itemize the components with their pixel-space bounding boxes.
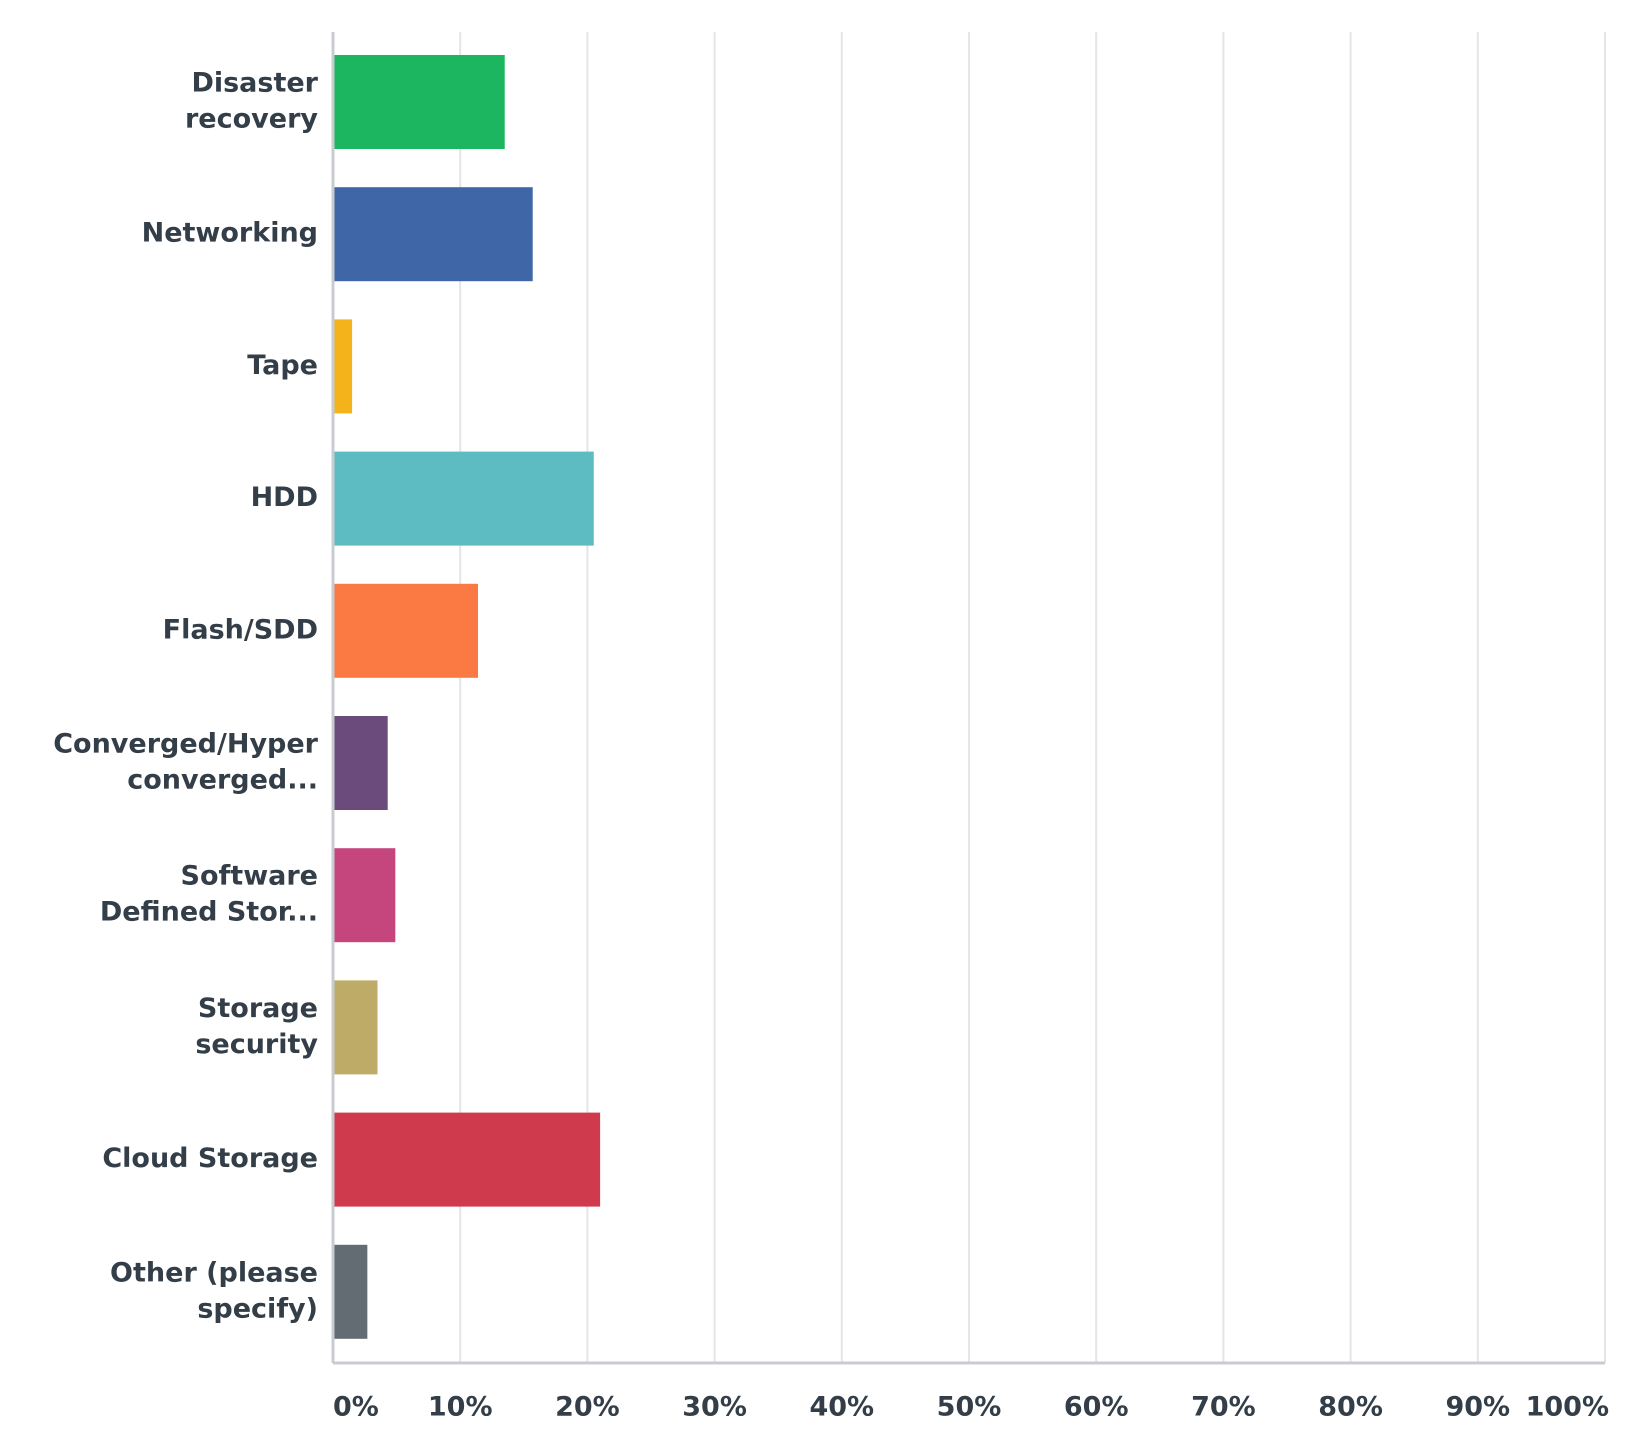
- category-label-line: recovery: [185, 104, 318, 135]
- bar-0[interactable]: [333, 55, 505, 149]
- gridlines: [459, 32, 1606, 1363]
- category-label-5: Converged/Hyper converged...: [53, 729, 318, 796]
- bar-7[interactable]: [333, 980, 378, 1075]
- category-label-line: Networking: [142, 218, 318, 249]
- category-label-line: Flash/SDD: [163, 614, 318, 645]
- category-label-6: Software Defined Stor...: [100, 861, 318, 928]
- x-tick-label-4: 40%: [809, 1392, 874, 1423]
- category-label-line: HDD: [251, 482, 318, 513]
- axes: [331, 32, 1605, 1365]
- category-label-line: Tape: [247, 350, 318, 381]
- bar-2[interactable]: [333, 319, 353, 414]
- category-label-9: Other (please specify): [110, 1257, 318, 1324]
- bars: [333, 55, 601, 1339]
- category-label-line: Cloud Storage: [102, 1143, 318, 1174]
- category-label-7: Storage security: [195, 993, 318, 1060]
- category-label-line: Software: [181, 861, 318, 892]
- category-label-3: HDD: [251, 482, 318, 513]
- category-label-line: security: [195, 1029, 318, 1060]
- category-labels: Disaster recovery Networking Tape HDD Flash/S…: [53, 68, 318, 1325]
- category-label-0: Disaster recovery: [185, 68, 319, 135]
- x-tick-label-5: 50%: [937, 1392, 1002, 1423]
- x-tick-label-9: 90%: [1445, 1392, 1510, 1423]
- category-label-line: Disaster: [191, 68, 318, 99]
- x-tick-label-3: 30%: [682, 1392, 747, 1423]
- category-label-line: Defined Stor...: [100, 897, 318, 928]
- category-label-line: converged...: [127, 765, 318, 796]
- bar-3[interactable]: [333, 451, 594, 546]
- x-tick-label-2: 20%: [555, 1392, 620, 1423]
- bar-4[interactable]: [333, 583, 479, 678]
- x-tick-label-7: 70%: [1191, 1392, 1256, 1423]
- x-tick-label-1: 10%: [428, 1392, 493, 1423]
- x-tick-label-8: 80%: [1318, 1392, 1383, 1423]
- x-tick-labels: 0% 10% 20% 30% 40% 50% 60% 70% 80% 90% 100%: [333, 1392, 1609, 1423]
- category-label-line: specify): [197, 1293, 318, 1324]
- bar-5[interactable]: [333, 716, 388, 810]
- x-tick-label-10: 100%: [1526, 1392, 1609, 1423]
- x-tick-label-0: 0%: [333, 1392, 379, 1423]
- category-label-2: Tape: [247, 350, 318, 381]
- category-label-4: Flash/SDD: [163, 614, 318, 645]
- bar-9[interactable]: [333, 1244, 368, 1339]
- bar-8[interactable]: [333, 1112, 601, 1207]
- category-label-line: Other (please: [110, 1257, 318, 1288]
- category-label-1: Networking: [142, 218, 318, 249]
- bar-6[interactable]: [333, 848, 396, 943]
- bar-1[interactable]: [333, 187, 533, 282]
- category-label-line: Storage: [198, 993, 318, 1024]
- category-label-8: Cloud Storage: [102, 1143, 318, 1174]
- category-label-line: Converged/Hyper: [53, 729, 318, 760]
- x-tick-label-6: 60%: [1064, 1392, 1129, 1423]
